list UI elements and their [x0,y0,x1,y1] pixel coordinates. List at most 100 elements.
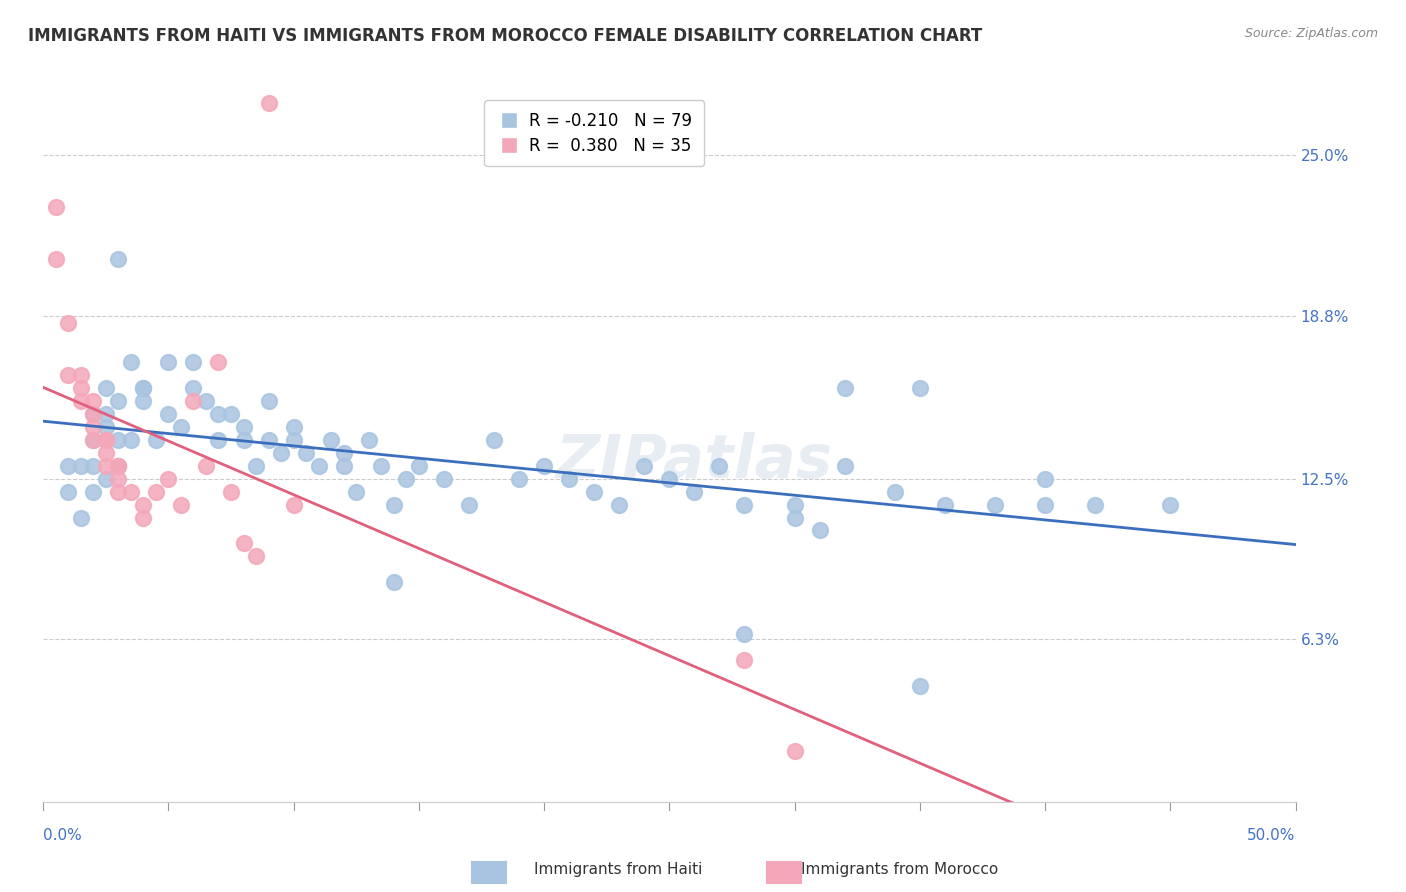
Point [82,484,104,499]
Point [332,458,354,473]
Point [783,498,806,512]
Point [94,458,117,473]
Point [94,420,117,434]
Point [1159,498,1181,512]
Point [283,420,305,434]
Point [219,484,242,499]
Point [295,446,318,460]
Point [45,200,67,214]
Point [157,472,180,486]
Point [533,458,555,473]
Text: ZIPatlas: ZIPatlas [555,432,832,491]
Text: Source: ZipAtlas.com: Source: ZipAtlas.com [1244,27,1378,40]
Point [94,381,117,395]
Text: Immigrants from Morocco: Immigrants from Morocco [801,863,998,877]
Point [232,433,254,447]
Point [908,679,931,693]
Point [94,472,117,486]
Point [107,458,129,473]
Point [245,458,267,473]
Point [94,433,117,447]
Point [194,458,217,473]
Point [633,458,655,473]
Point [219,407,242,421]
Point [245,549,267,564]
Point [170,498,193,512]
Point [232,536,254,550]
Text: 0.0%: 0.0% [44,828,82,843]
Point [107,458,129,473]
Point [82,394,104,409]
Point [82,407,104,421]
Point [56,484,79,499]
Point [107,484,129,499]
Point [207,407,229,421]
Point [508,472,530,486]
Point [145,433,167,447]
Point [107,472,129,486]
Point [170,420,193,434]
Point [232,420,254,434]
Point [82,433,104,447]
Text: 50.0%: 50.0% [1247,828,1295,843]
Point [120,355,142,369]
Point [69,458,91,473]
Point [56,317,79,331]
Point [107,252,129,266]
Point [783,743,806,757]
Point [183,355,205,369]
Point [194,394,217,409]
Point [132,381,155,395]
Point [382,575,405,590]
Point [69,368,91,383]
Point [1084,498,1107,512]
Point [132,498,155,512]
Point [734,627,756,641]
Point [321,433,343,447]
Text: IMMIGRANTS FROM HAITI VS IMMIGRANTS FROM MOROCCO FEMALE DISABILITY CORRELATION C: IMMIGRANTS FROM HAITI VS IMMIGRANTS FROM… [28,27,983,45]
Point [583,484,606,499]
Point [1033,472,1056,486]
Point [382,498,405,512]
Point [332,446,354,460]
Legend: R = -0.210   N = 79, R =  0.380   N = 35: R = -0.210 N = 79, R = 0.380 N = 35 [485,100,704,166]
Point [157,355,180,369]
Point [734,653,756,667]
Point [69,381,91,395]
Point [357,433,380,447]
Point [344,484,367,499]
Point [107,458,129,473]
Text: Immigrants from Haiti: Immigrants from Haiti [534,863,703,877]
Point [132,510,155,524]
Point [82,420,104,434]
Point [1033,498,1056,512]
Point [257,394,280,409]
Point [683,484,706,499]
Point [132,381,155,395]
Point [132,394,155,409]
Point [607,498,630,512]
Point [107,394,129,409]
Point [308,458,330,473]
Point [145,484,167,499]
Point [395,472,418,486]
Point [834,381,856,395]
Point [984,498,1007,512]
Point [433,472,456,486]
Point [283,433,305,447]
Point [558,472,581,486]
Point [370,458,392,473]
Point [183,394,205,409]
Point [82,433,104,447]
Point [482,433,505,447]
Point [207,433,229,447]
Point [45,252,67,266]
Point [709,458,731,473]
Point [783,510,806,524]
Point [270,446,292,460]
Point [82,407,104,421]
Point [734,498,756,512]
Point [458,498,481,512]
Point [120,484,142,499]
Point [94,446,117,460]
